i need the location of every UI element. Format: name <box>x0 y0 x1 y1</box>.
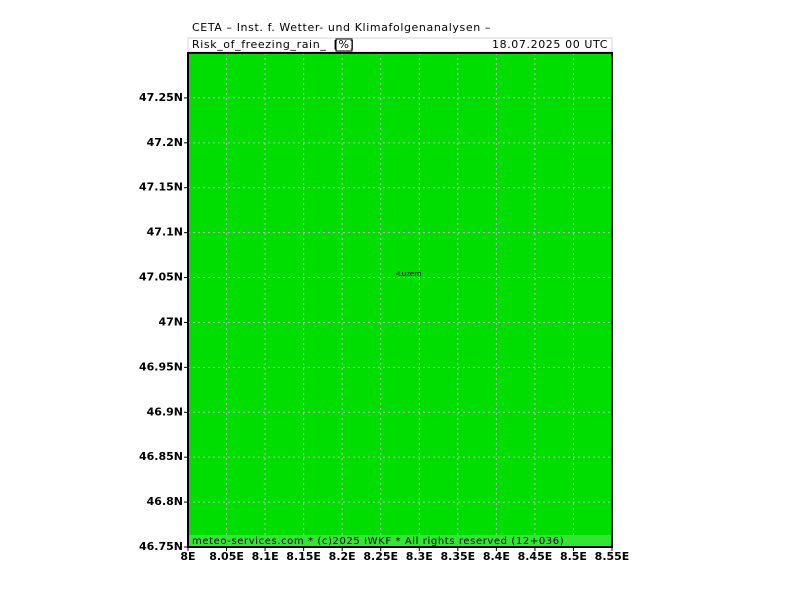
y-tick-label: 47.25N <box>139 91 183 104</box>
y-tick-label: 46.9N <box>147 405 183 418</box>
x-tick-label: 8.15E <box>286 550 321 563</box>
city-label: Luzern <box>398 270 421 278</box>
y-tick-label: 46.85N <box>139 450 183 463</box>
unit: [%] <box>334 38 355 51</box>
header-title: CETA – Inst. f. Wetter- und Klimafolgena… <box>192 21 491 34</box>
x-tick-label: 8.2E <box>329 550 356 563</box>
x-tick-label: 8.25E <box>363 550 398 563</box>
x-tick-label: 8.55E <box>595 550 630 563</box>
footer-band <box>189 535 611 546</box>
x-tick-label: 8.3E <box>406 550 433 563</box>
city-marker <box>396 273 398 275</box>
valid-time: 18.07.2025 00 UTC <box>492 38 608 51</box>
map-area <box>188 53 612 547</box>
parameter: Risk_of_freezing_rain_ <box>192 38 326 51</box>
y-tick-label: 47.05N <box>139 271 183 284</box>
x-tick-label: 8.1E <box>252 550 279 563</box>
y-tick-label: 46.75N <box>139 540 183 553</box>
x-tick-label: 8.45E <box>518 550 553 563</box>
y-tick-label: 47.2N <box>147 136 183 149</box>
y-tick-label: 47.15N <box>139 181 183 194</box>
y-tick-label: 47N <box>158 315 183 328</box>
x-tick-label: 8.5E <box>560 550 587 563</box>
footer: meteo-services.com * (c)2025 IWKF * All … <box>192 536 564 547</box>
map-frame <box>187 52 613 548</box>
y-tick-label: 46.95N <box>139 360 183 373</box>
x-tick-label: 8.05E <box>209 550 244 563</box>
x-tick-label: 8E <box>180 550 195 563</box>
unit-box <box>335 38 353 52</box>
x-tick-label: 8.35E <box>440 550 475 563</box>
x-tick-label: 8.4E <box>483 550 510 563</box>
y-tick-label: 47.1N <box>147 226 183 239</box>
y-tick-label: 46.8N <box>147 495 183 508</box>
